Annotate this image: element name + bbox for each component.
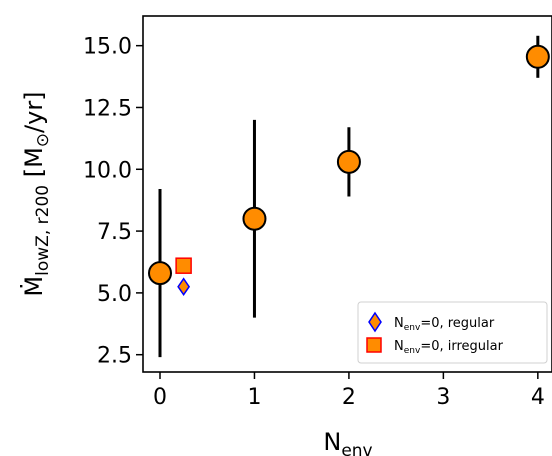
data-point — [525, 44, 550, 69]
legend-box — [357, 301, 548, 364]
data-point — [242, 206, 267, 231]
data-point — [148, 261, 173, 286]
legend-label-irregular: Nenv=0, irregular — [394, 339, 504, 356]
legend-label-regular: Nenv=0, regular — [394, 316, 495, 333]
x-tick-label: 2 — [342, 385, 356, 410]
x-axis-label: Nenv — [323, 428, 372, 456]
y-tick-label: 12.5 — [83, 96, 132, 121]
plot-frame — [142, 15, 552, 373]
data-point-diamond — [177, 277, 191, 297]
y-tick-label: 5.0 — [97, 282, 132, 307]
y-tick-label: 15.0 — [83, 35, 132, 60]
x-tick-label: 0 — [153, 385, 167, 410]
x-tick-label: 4 — [531, 385, 545, 410]
y-axis-ticks: 2.5 5.0 7.5 10.0 12.5 15.0 — [83, 35, 143, 369]
legend-square-marker — [366, 337, 382, 353]
legend-diamond-marker — [368, 311, 382, 333]
data-markers — [148, 44, 550, 297]
y-tick-label: 7.5 — [97, 220, 132, 245]
data-point-square — [175, 257, 192, 274]
y-tick-label: 2.5 — [97, 344, 132, 369]
x-tick-label: 1 — [247, 385, 261, 410]
x-tick-label: 3 — [436, 385, 450, 410]
data-point — [336, 149, 361, 174]
legend: Nenv=0, regular Nenv=0, irregular — [357, 301, 548, 364]
x-axis-ticks: 0 1 2 3 4 — [153, 372, 545, 410]
y-axis-label: ṀlowZ, r200 [M⊙/yr] — [19, 91, 53, 296]
y-tick-label: 10.0 — [83, 158, 132, 183]
